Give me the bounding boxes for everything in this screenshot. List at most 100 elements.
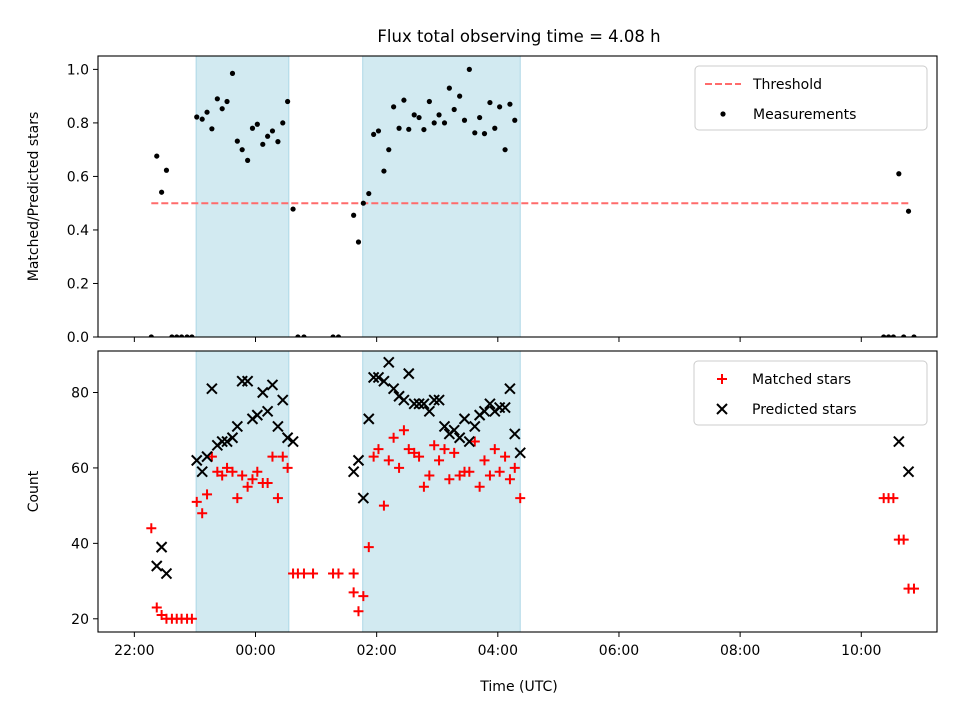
measurement-point	[416, 114, 422, 121]
measurement-point	[260, 141, 266, 147]
x-tick-label: 22:00	[114, 643, 154, 659]
ratio-axes-frame	[97, 55, 938, 338]
predicted-stars-point	[469, 420, 481, 433]
predicted-stars-point	[433, 394, 445, 406]
x-tick-label: 06:00	[599, 643, 639, 659]
matched-stars-point	[403, 444, 414, 455]
matched-stars-point	[227, 466, 238, 477]
matched-stars-point	[348, 568, 359, 579]
ratio-legend: Threshold Measurements	[694, 65, 928, 131]
predicted-stars-point	[151, 560, 163, 572]
predicted-stars-point	[893, 435, 905, 448]
matched-stars-point	[469, 436, 480, 447]
predicted-stars-point	[277, 394, 289, 406]
matched-stars-point	[242, 481, 253, 492]
matched-stars-point	[449, 447, 460, 458]
measurement-point	[896, 171, 902, 177]
measurement-point	[148, 334, 154, 337]
matched-stars-point	[383, 455, 394, 466]
measurement-point	[280, 120, 286, 126]
measurement-point	[219, 106, 225, 112]
measurement-point	[502, 147, 508, 153]
measurement-point	[381, 168, 387, 174]
panel-ratio: 0.0 0.2 0.4 0.6 0.8 1.0 Matched/Predicted star…	[26, 55, 938, 346]
predicted-stars-point	[438, 420, 451, 433]
measurement-point	[431, 120, 437, 126]
measurement-point	[512, 117, 518, 123]
measurement-point	[375, 128, 382, 134]
x-axis-label: Time (UTC)	[479, 679, 557, 695]
predicted-stars-point	[221, 435, 233, 448]
measurement-point	[497, 104, 503, 110]
matched-stars-point	[146, 523, 157, 534]
measurement-point	[451, 106, 457, 113]
legend-box	[694, 65, 928, 131]
count-axes-frame	[97, 350, 938, 633]
measurement-point	[426, 98, 432, 105]
matched-stars-point	[515, 493, 526, 504]
measurement-point	[355, 239, 362, 245]
legend-box	[693, 360, 928, 426]
predicted-stars-point	[372, 371, 385, 384]
measurement-point	[335, 334, 342, 337]
predicted-stars-point	[281, 432, 294, 444]
x-tick-label: 00:00	[235, 643, 275, 659]
matched-stars-point	[358, 591, 369, 602]
predicted-stars-point	[383, 356, 395, 369]
measurement-point	[245, 157, 251, 163]
measurement-point	[301, 334, 307, 337]
legend-matched-swatch	[717, 374, 727, 384]
matched-stars-point	[373, 444, 384, 455]
measurement-point	[229, 70, 236, 76]
x-tick-label: 10:00	[841, 643, 881, 659]
measurement-point	[441, 120, 448, 126]
measurement-point	[204, 109, 210, 115]
matched-stars-point	[888, 493, 899, 504]
x-tick-label: 08:00	[720, 643, 760, 659]
measurement-point	[330, 334, 336, 337]
matched-stars-point	[388, 432, 399, 443]
matched-stars-point	[277, 451, 288, 462]
observing-interval-1	[195, 351, 290, 632]
matched-stars-point	[191, 496, 202, 507]
observing-interval-2	[362, 56, 521, 337]
predicted-stars-point	[448, 424, 460, 436]
matched-stars-point	[186, 613, 197, 624]
series-matched-stars	[146, 425, 919, 624]
predicted-stars-point	[261, 405, 274, 418]
y-tick-label: 0.8	[67, 116, 89, 132]
matched-stars-point	[908, 583, 919, 594]
measurement-point	[224, 98, 230, 105]
measurement-point	[391, 104, 397, 110]
panel-counts: 20 40 60 80 22:00 00:00 02:00 04:00 06:00 08:00 10…	[26, 350, 938, 659]
count-y-axis-label: Count	[26, 470, 42, 512]
chart-title: Flux total observing time = 4.08 h	[377, 27, 660, 46]
predicted-stars-point	[408, 398, 420, 410]
predicted-stars-point	[463, 435, 476, 448]
measurement-point	[199, 116, 205, 122]
y-tick-label: 0.0	[67, 330, 89, 346]
measurement-point	[360, 200, 366, 206]
matched-stars-point	[500, 451, 511, 462]
series-predicted-stars	[151, 356, 915, 580]
measurement-point	[371, 131, 377, 138]
matched-stars-point	[509, 462, 520, 473]
predicted-stars-point	[478, 405, 491, 418]
matched-stars-point	[151, 602, 162, 613]
y-tick-label: 1.0	[67, 62, 89, 78]
predicted-stars-point	[352, 454, 365, 467]
predicted-stars-point	[458, 413, 471, 425]
predicted-stars-point	[403, 367, 415, 380]
predicted-stars-point	[357, 492, 370, 504]
predicted-stars-point	[257, 386, 269, 399]
matched-stars-point	[217, 470, 228, 481]
matched-stars-point	[262, 478, 273, 489]
ratio-y-axis-label: Matched/Predicted stars	[26, 112, 42, 282]
measurement-point	[901, 334, 907, 337]
matched-stars-point	[494, 466, 505, 477]
predicted-stars-point	[902, 465, 915, 478]
predicted-stars-point	[287, 435, 299, 448]
y-tick-label: 0.4	[67, 223, 89, 239]
predicted-stars-point	[423, 405, 436, 418]
